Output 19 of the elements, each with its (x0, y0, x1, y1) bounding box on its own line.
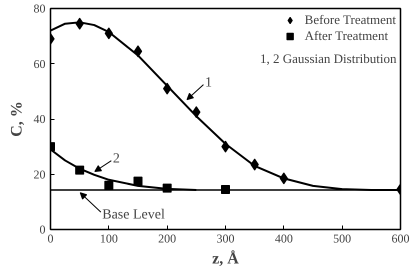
x-tick-label: 100 (100, 232, 118, 246)
y-tick-label: 80 (34, 2, 46, 16)
annotation: 1, 2 Gaussian Distribution (260, 50, 397, 66)
x-axis-title: z, Å (212, 250, 240, 268)
x-tick-label: 200 (158, 232, 176, 246)
y-tick-label: 0 (40, 222, 46, 236)
x-tick-label: 400 (274, 232, 293, 246)
annotation: 1 (205, 76, 212, 91)
legend-label: Before Treatment (304, 12, 396, 28)
y-tick-label: 20 (34, 167, 46, 182)
annotation: 2 (112, 151, 120, 166)
annotation: Base Level (102, 207, 165, 222)
x-tick-label: 500 (333, 232, 352, 246)
y-tick-label: 40 (34, 112, 46, 126)
y-tick-label: 60 (34, 56, 46, 71)
legend-label: After Treatment (304, 28, 388, 44)
x-tick-label: 600 (392, 232, 410, 246)
x-tick-label: 300 (216, 232, 234, 246)
y-axis-title: C, % (8, 101, 26, 137)
